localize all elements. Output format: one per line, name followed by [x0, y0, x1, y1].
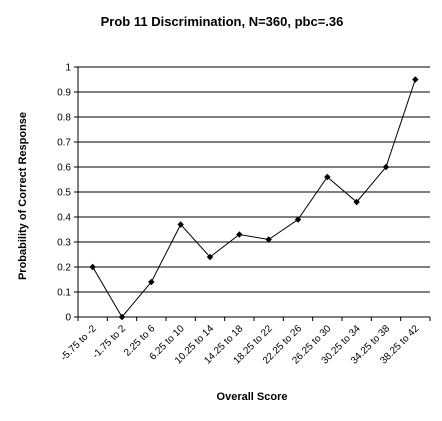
y-axis-label: Probability of Correct Response	[17, 112, 29, 280]
y-tick-label-7: 0.7	[57, 138, 71, 149]
y-tick-label-5: 0.5	[57, 188, 71, 199]
chart-title: Prob 11 Discrimination, N=360, pbc=.36	[101, 14, 344, 29]
series-line	[92, 79, 416, 318]
y-tick-label-10: 1	[65, 63, 71, 74]
y-tick-label-4: 0.4	[57, 213, 71, 224]
x-axis-label: Overall Score	[217, 391, 288, 403]
data-point-11	[412, 76, 419, 83]
data-point-8	[324, 173, 331, 181]
data-point-0	[89, 263, 96, 271]
y-tick-label-3: 0.3	[57, 238, 71, 249]
data-point-9	[353, 198, 360, 206]
y-tick-labels: 0 0.1 0.2 0.3 0.4 0.5 0.6 0.7 0.8 0.9 1	[57, 63, 71, 324]
y-tick-label-0: 0	[65, 313, 71, 324]
y-tick-label-6: 0.6	[57, 163, 71, 174]
data-markers	[89, 76, 419, 321]
y-tick-label-2: 0.2	[57, 263, 71, 274]
data-point-3	[177, 221, 184, 228]
data-point-4	[206, 253, 214, 261]
data-point-5	[236, 231, 243, 238]
y-tick-label-8: 0.8	[57, 113, 71, 124]
data-point-1	[118, 313, 126, 321]
data-point-2	[148, 278, 155, 286]
y-tick-label-1: 0.1	[57, 288, 71, 299]
series-polyline	[92, 79, 416, 318]
y-tick-label-9: 0.9	[57, 88, 71, 99]
data-point-6	[265, 236, 272, 243]
data-point-7	[294, 216, 302, 223]
data-point-10	[382, 163, 390, 171]
